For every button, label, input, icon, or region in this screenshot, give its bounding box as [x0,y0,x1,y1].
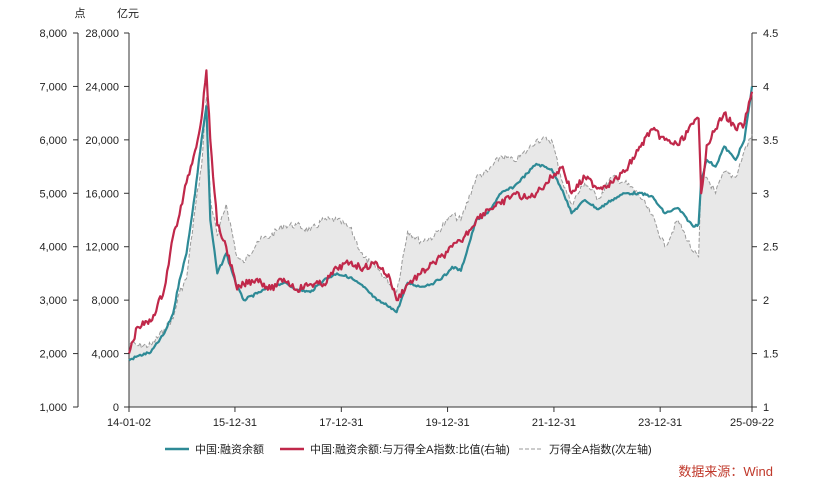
series-layer [127,69,754,362]
right-axis-tick-label: 4 [763,81,769,93]
x-axis-tick-label: 14-01-02 [107,417,151,429]
x-axis-tick-label: 23-12-31 [638,417,682,429]
right-axis-tick-label: 1 [763,402,769,414]
x-axis-tick-label: 19-12-31 [426,417,470,429]
left-outer-axis-tick-label: 7,000 [39,81,67,93]
right-axis-tick-label: 3.5 [763,135,778,147]
right-axis-tick-label: 1.5 [763,349,778,361]
area-layer [129,97,752,407]
x-axis-tick-label: 25-09-22 [730,417,774,429]
left-inner-axis-tick-label: 8,000 [91,295,119,307]
left-inner-axis-tick-label: 16,000 [85,188,119,200]
left-outer-axis-unit: 点 [75,7,86,20]
right-axis-tick-label: 2 [763,295,769,307]
legend-label: 中国:融资余额:与万得全A指数:比值(右轴) [310,442,510,456]
left-inner-axis-tick-label: 0 [113,402,119,414]
right-axis-tick-label: 2.5 [763,242,778,254]
left-outer-axis-tick-label: 6,000 [39,135,67,147]
right-axis-tick-label: 3 [763,188,769,200]
left-outer-axis-tick-label: 4,000 [39,242,67,254]
legend-label: 万得全A指数(次左轴) [549,442,652,456]
left-outer-axis-tick-label: 8,000 [39,28,67,40]
series-line-margin-ratio [127,69,754,354]
x-axis-tick-label: 21-12-31 [532,417,576,429]
series-line-wind-index [128,97,753,350]
legend: 中国:融资余额 中国:融资余额:与万得全A指数:比值(右轴) 万得全A指数(次左轴) [165,442,652,456]
x-axis-tick-label: 17-12-31 [319,417,363,429]
right-axis-tick-label: 4.5 [763,28,778,40]
legend-label: 中国:融资余额 [195,442,264,456]
left-inner-axis-tick-label: 20,000 [85,135,119,147]
left-inner-axis-tick-label: 12,000 [85,242,119,254]
ticks-layer: 1,000 2,000 3,000 4,000 5,000 6,000 7,000 8,000… [39,28,778,429]
left-outer-axis-tick-label: 1,000 [39,402,67,414]
series-line-margin-balance [128,86,754,362]
x-axis-tick-label: 15-12-31 [213,417,257,429]
data-source-note: 数据来源：Wind [678,464,773,479]
left-inner-axis-tick-label: 24,000 [85,81,119,93]
left-inner-axis-unit: 亿元 [117,7,139,20]
left-outer-axis-tick-label: 5,000 [39,188,67,200]
wind-index-area [129,97,752,407]
left-outer-axis-tick-label: 2,000 [39,349,67,361]
left-inner-axis-tick-label: 28,000 [85,28,119,40]
left-outer-axis-tick-label: 3,000 [39,295,67,307]
left-inner-axis-tick-label: 4,000 [91,349,119,361]
